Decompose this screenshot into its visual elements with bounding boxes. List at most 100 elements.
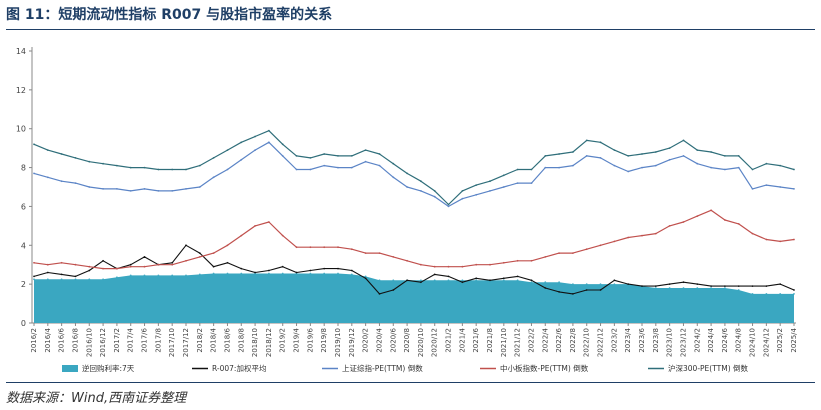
x-tick-label: 2018/4 [210, 327, 218, 352]
data-point-s4-40 [585, 139, 588, 142]
x-tick-label: 2024/4 [707, 327, 715, 352]
data-point-s3-10 [171, 263, 174, 266]
data-point-s0-40 [585, 283, 588, 285]
data-point-s3-18 [281, 234, 284, 237]
data-point-s2-35 [516, 182, 519, 185]
data-point-s0-32 [475, 279, 478, 282]
data-point-s4-23 [350, 155, 353, 157]
x-tick-label: 2020/4 [375, 327, 383, 352]
data-point-s2-34 [502, 186, 505, 188]
data-point-s2-38 [558, 166, 560, 169]
legend: 逆回购利率:7天 R-007:加权平均 上证综指-PE(TTM) 倒数 中小板指数-P… [62, 363, 749, 373]
data-point-s4-8 [143, 166, 146, 169]
x-tick-label: 2019/12 [348, 328, 356, 357]
data-point-s3-5 [102, 267, 104, 270]
data-point-s0-23 [350, 273, 353, 276]
x-tick-label: 2023/4 [624, 327, 632, 352]
data-point-s0-53 [765, 293, 768, 295]
data-point-s0-29 [433, 279, 436, 282]
data-point-s1-39 [572, 293, 574, 295]
data-point-s4-16 [254, 135, 256, 138]
data-point-s3-26 [392, 256, 395, 258]
data-point-s2-51 [737, 166, 740, 169]
data-point-s2-4 [88, 186, 91, 188]
x-tick-label: 2020/8 [403, 328, 411, 353]
data-point-s3-14 [226, 244, 229, 247]
data-point-s3-33 [489, 263, 491, 266]
data-point-s2-41 [599, 157, 602, 159]
data-point-s4-51 [737, 155, 740, 157]
data-point-s3-8 [143, 265, 146, 268]
data-point-s3-24 [364, 252, 367, 255]
data-point-s2-29 [433, 195, 436, 198]
data-point-s2-24 [364, 160, 367, 163]
data-point-s3-2 [60, 261, 63, 264]
data-point-s2-39 [572, 164, 574, 167]
data-point-s4-49 [710, 151, 712, 153]
data-point-s4-7 [129, 166, 132, 169]
data-point-s0-24 [364, 275, 367, 278]
data-point-s4-3 [74, 157, 77, 159]
data-point-s4-10 [171, 168, 174, 171]
data-point-s2-48 [696, 162, 699, 165]
data-point-s2-28 [420, 190, 422, 192]
x-tick-label: 2023/8 [652, 328, 660, 353]
data-point-s2-30 [447, 205, 450, 208]
data-point-s3-29 [433, 265, 436, 268]
data-point-s0-31 [461, 279, 464, 282]
x-tick-label: 2025/4 [790, 327, 798, 352]
data-point-s1-1 [46, 271, 49, 274]
data-point-s3-23 [350, 248, 353, 251]
data-point-s0-7 [129, 274, 132, 277]
data-point-s0-37 [544, 281, 547, 284]
data-point-s1-43 [627, 283, 630, 285]
data-point-s2-47 [682, 155, 685, 157]
data-point-s4-54 [779, 164, 782, 167]
x-tick-label: 2016/12 [99, 328, 107, 357]
data-point-s2-54 [779, 186, 782, 188]
data-point-s0-8 [143, 274, 146, 277]
data-point-s2-11 [185, 188, 187, 190]
data-point-s2-20 [309, 168, 312, 171]
data-point-s1-42 [613, 279, 616, 282]
legend-swatch-0 [62, 365, 78, 372]
data-point-s1-4 [88, 269, 91, 272]
data-point-s0-6 [116, 276, 118, 279]
data-point-s3-39 [572, 252, 574, 255]
data-point-s0-3 [74, 278, 77, 281]
data-point-s0-17 [268, 272, 270, 275]
x-tick-label: 2022/8 [569, 328, 577, 353]
data-point-s4-32 [475, 184, 478, 187]
data-point-s1-13 [212, 265, 215, 268]
data-point-s2-50 [724, 168, 726, 171]
x-tick-label: 2017/8 [154, 328, 162, 353]
x-tick-label: 2023/12 [679, 328, 687, 357]
data-point-s0-46 [668, 287, 671, 289]
data-point-s4-6 [116, 164, 118, 167]
x-tick-label: 2017/2 [113, 328, 121, 353]
data-point-s1-18 [281, 265, 284, 268]
data-point-s1-8 [143, 256, 146, 258]
data-point-s4-21 [323, 153, 326, 155]
data-point-s0-21 [323, 272, 326, 275]
data-point-s1-45 [654, 285, 657, 287]
data-point-s0-49 [710, 287, 712, 289]
legend-label-3: 中小板指数-PE(TTM) 倒数 [500, 363, 589, 373]
data-point-s3-0 [33, 261, 35, 264]
line-layer [33, 129, 795, 295]
data-point-s2-23 [350, 166, 353, 169]
data-point-s4-45 [654, 151, 657, 153]
data-point-s0-25 [378, 279, 381, 282]
data-point-s4-34 [502, 174, 505, 177]
y-tick-label: 4 [21, 241, 26, 250]
data-point-s0-38 [558, 281, 560, 284]
data-point-s1-25 [378, 293, 381, 295]
data-point-s3-11 [185, 259, 187, 262]
data-point-s3-17 [268, 221, 270, 223]
data-point-s0-28 [420, 279, 422, 282]
data-point-s3-21 [323, 246, 326, 249]
data-point-s1-30 [447, 275, 450, 278]
data-point-s3-25 [378, 252, 381, 255]
data-point-s4-38 [558, 153, 560, 155]
x-tick-label: 2018/12 [265, 328, 273, 357]
